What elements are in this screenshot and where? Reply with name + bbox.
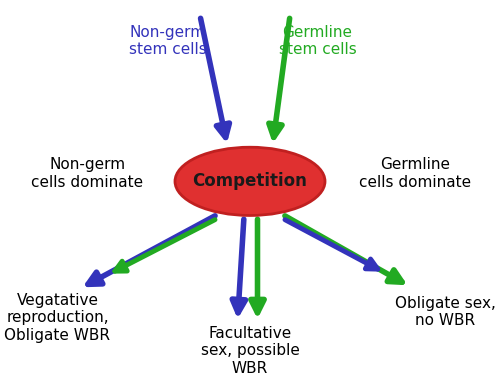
Text: Facultative
sex, possible
WBR: Facultative sex, possible WBR xyxy=(200,326,300,376)
Text: Obligate sex,
no WBR: Obligate sex, no WBR xyxy=(394,296,496,328)
Text: Non-germ
cells dominate: Non-germ cells dominate xyxy=(32,157,144,190)
Text: Competition: Competition xyxy=(192,172,308,190)
Text: Germline
stem cells: Germline stem cells xyxy=(278,25,356,57)
Ellipse shape xyxy=(175,147,325,215)
Text: Non-germ
stem cells: Non-germ stem cells xyxy=(128,25,206,57)
Text: Vegatative
reproduction,
Obligate WBR: Vegatative reproduction, Obligate WBR xyxy=(4,293,110,343)
Text: Germline
cells dominate: Germline cells dominate xyxy=(359,157,471,190)
